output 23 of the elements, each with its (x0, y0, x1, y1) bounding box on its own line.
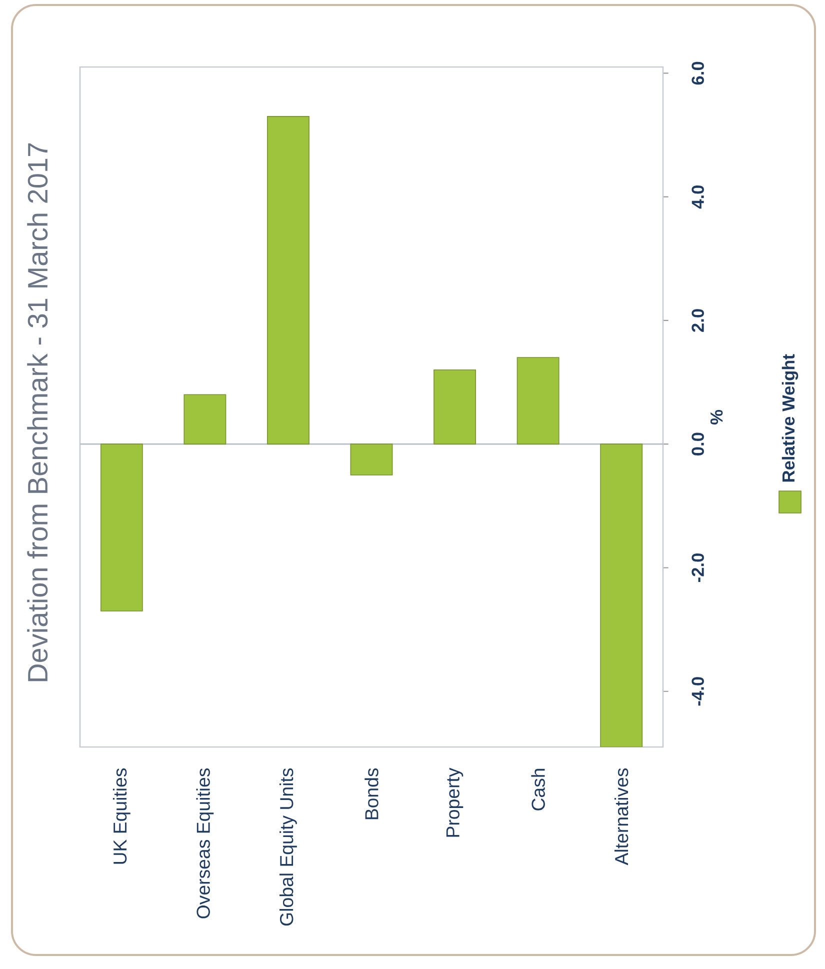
x-tick-label: Cash (531, 768, 545, 810)
bar (266, 116, 310, 444)
text: Relative Weight (782, 354, 798, 482)
x-tick-label: Bonds (364, 768, 378, 820)
bar (350, 444, 393, 476)
y-tick-label: 2.0 (692, 309, 704, 332)
x-tick-label: Global Equity Units (280, 768, 297, 926)
bar (434, 370, 476, 444)
y-tick-label: -2.0 (692, 553, 704, 582)
bar (516, 357, 560, 444)
x-tick-label: Alternatives (614, 768, 628, 866)
x-tick-label: UK Equities (112, 768, 130, 864)
y-tick-label: 6.0 (692, 62, 704, 85)
text: Deviation from Benchmark - 31 March 2017 (27, 143, 48, 682)
y-tick-label: 0.0 (692, 432, 704, 456)
bar (600, 444, 643, 747)
bar (184, 394, 226, 444)
bar (100, 444, 143, 612)
y-tick-label: -4.0 (692, 677, 704, 706)
y-axis-title: % (710, 410, 723, 424)
x-tick-label: Property (446, 768, 464, 837)
x-tick-label: Overseas Equities (196, 768, 214, 918)
y-tick-label: 4.0 (692, 185, 704, 209)
